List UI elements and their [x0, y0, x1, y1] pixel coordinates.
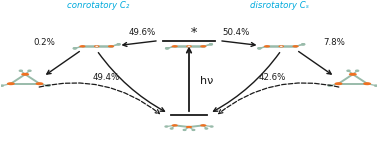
Text: disrotatory Cₛ: disrotatory Cₛ [250, 1, 309, 10]
Circle shape [172, 124, 178, 127]
Text: 49.4%: 49.4% [93, 73, 120, 82]
Circle shape [108, 45, 114, 48]
Circle shape [0, 85, 3, 86]
Circle shape [170, 128, 173, 129]
Text: hν: hν [200, 76, 214, 86]
Circle shape [335, 82, 342, 85]
Circle shape [19, 70, 22, 71]
Circle shape [264, 45, 270, 48]
Circle shape [205, 128, 208, 129]
Circle shape [192, 129, 195, 130]
Circle shape [186, 126, 192, 128]
Circle shape [186, 45, 192, 47]
Circle shape [28, 70, 31, 71]
Circle shape [166, 48, 169, 49]
Circle shape [375, 85, 378, 86]
Circle shape [73, 48, 76, 49]
Circle shape [209, 44, 212, 45]
Circle shape [117, 44, 120, 45]
Circle shape [258, 48, 261, 49]
Circle shape [172, 45, 178, 48]
Circle shape [200, 45, 206, 48]
Circle shape [363, 82, 371, 85]
Circle shape [200, 124, 206, 127]
Circle shape [302, 44, 305, 45]
Circle shape [258, 48, 261, 49]
Circle shape [183, 129, 186, 130]
Circle shape [21, 73, 29, 76]
Text: 42.6%: 42.6% [258, 73, 285, 82]
Text: 0.2%: 0.2% [33, 38, 55, 47]
Circle shape [79, 45, 85, 48]
Circle shape [347, 70, 350, 71]
Circle shape [293, 45, 299, 48]
Circle shape [209, 44, 212, 45]
Circle shape [117, 44, 120, 45]
Circle shape [7, 82, 15, 85]
Circle shape [165, 126, 167, 127]
Circle shape [302, 44, 305, 45]
Circle shape [36, 82, 43, 85]
Text: 7.8%: 7.8% [323, 38, 345, 47]
Text: 50.4%: 50.4% [222, 28, 250, 37]
Text: 49.6%: 49.6% [128, 28, 156, 37]
Circle shape [166, 48, 169, 49]
Text: *: * [191, 27, 197, 40]
Circle shape [280, 46, 283, 47]
Circle shape [279, 45, 284, 47]
Circle shape [328, 85, 331, 86]
Text: conrotatory C₂: conrotatory C₂ [67, 1, 130, 10]
Circle shape [211, 126, 213, 127]
Circle shape [95, 46, 98, 47]
Circle shape [47, 85, 50, 86]
Circle shape [94, 45, 99, 47]
Circle shape [73, 48, 76, 49]
Circle shape [349, 73, 357, 76]
Circle shape [356, 70, 359, 71]
Circle shape [187, 46, 191, 47]
